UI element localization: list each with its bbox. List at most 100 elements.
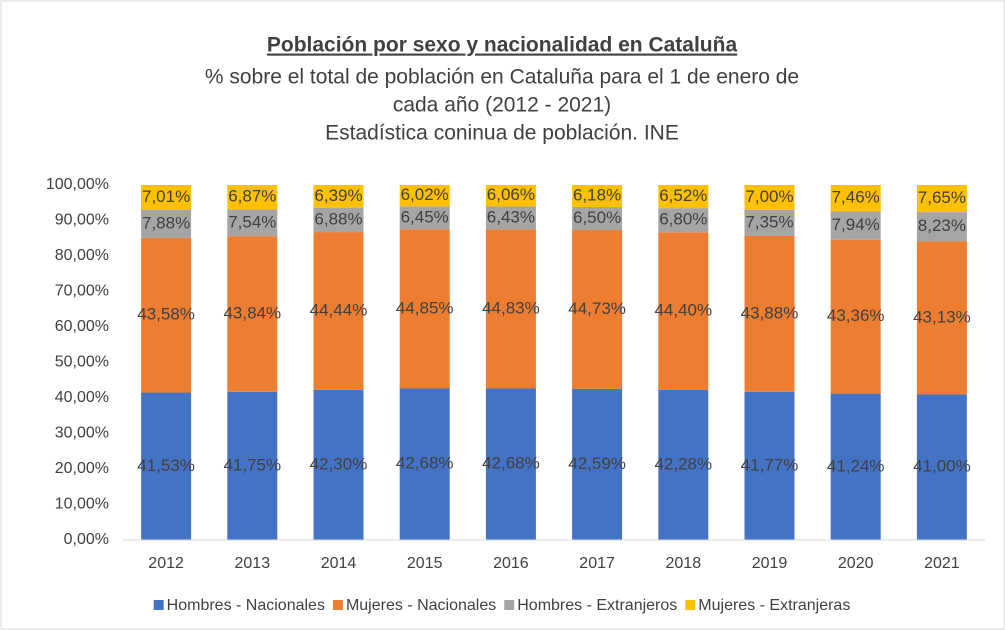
data-label: 6,80% [659,210,707,229]
data-label: 8,23% [918,216,966,235]
data-label: 44,85% [396,298,454,317]
data-label: 44,83% [482,298,540,317]
bar-segment [399,206,450,230]
bar-segment [830,239,881,394]
bar-segment [141,237,192,393]
bar-segment [399,229,450,389]
x-tick-label: 2012 [148,555,184,572]
data-label: 6,43% [487,207,535,226]
bar-segment [485,206,536,230]
x-tick-label: 2013 [235,555,271,572]
bar-segment [141,185,192,210]
data-label: 42,68% [482,454,540,473]
x-tick-label: 2021 [924,555,960,572]
data-label: 42,30% [310,454,368,473]
bar-segment [141,392,192,540]
chart-subtitle: Estadística coninua de población. INE [325,122,679,145]
x-tick-label: 2015 [407,555,443,572]
bar-segment [916,394,967,540]
data-label: 41,75% [223,455,281,474]
legend-label: Mujeres - Extranjeras [698,597,850,614]
data-label: 41,77% [741,455,799,474]
bar-segment [744,209,795,236]
data-label: 43,13% [913,307,971,326]
x-tick-label: 2020 [838,555,874,572]
y-tick-label: 90,00% [55,212,109,229]
data-label: 42,68% [396,454,454,473]
bar-segment [658,232,709,390]
bar-segment [227,185,278,210]
x-tick-label: 2018 [666,555,702,572]
legend-label: Hombres - Nacionales [167,597,325,614]
y-tick-label: 70,00% [55,283,109,300]
data-label: 41,00% [913,457,971,476]
bar-segment [485,185,536,207]
bar-segment [227,209,278,237]
legend-swatch [504,600,515,610]
data-label: 41,24% [827,456,885,475]
bar-segment [485,388,536,540]
chart-title: Población por sexo y nacionalidad en Cat… [267,34,738,57]
bar-segment [572,185,623,207]
y-tick-label: 50,00% [55,354,109,371]
data-label: 44,44% [310,300,368,319]
x-tick-label: 2016 [493,555,529,572]
x-tick-label: 2014 [321,555,357,572]
data-label: 6,45% [401,207,449,226]
y-tick-label: 10,00% [55,496,109,513]
legend-swatch [332,600,343,610]
bar-segment [916,184,967,213]
data-label: 44,40% [654,301,712,320]
bar-segment [227,236,278,392]
data-label: 43,58% [137,305,195,324]
legend-label: Hombres - Extranjeros [517,597,677,614]
data-label: 7,65% [918,188,966,207]
y-tick-label: 40,00% [55,389,109,406]
y-tick-label: 20,00% [55,460,109,477]
bar-segment [399,388,450,540]
data-label: 7,46% [832,188,880,207]
bar-segment [313,207,364,233]
bar-segment [916,241,967,395]
bar-segment [313,232,364,390]
data-label: 6,52% [659,186,707,205]
bar-segment [830,393,881,540]
data-label: 6,18% [573,185,621,204]
bar-segment [572,230,623,389]
bar-segment [313,184,364,208]
x-tick-label: 2017 [579,555,615,572]
bar-segment [572,206,623,231]
data-label: 7,00% [745,187,793,206]
legend-swatch [685,600,696,610]
data-label: 43,88% [741,303,799,322]
data-label: 6,50% [573,208,621,227]
data-label: 42,59% [568,454,626,473]
data-label: 6,88% [314,209,362,228]
y-tick-label: 80,00% [55,247,109,264]
data-label: 43,84% [223,303,281,322]
data-label: 7,94% [832,215,880,234]
data-label: 41,53% [137,456,195,475]
bar-segment [313,389,364,540]
data-label: 6,02% [401,185,449,204]
bar-segment [572,388,623,540]
data-label: 43,36% [827,306,885,325]
y-tick-label: 60,00% [55,318,109,335]
bar-segment [658,208,709,233]
legend-label: Mujeres - Nacionales [346,597,496,614]
bar-segment [485,229,536,389]
data-label: 42,28% [654,454,712,473]
bar-segment [399,185,450,207]
chart-subtitle: cada año (2012 - 2021) [393,94,611,117]
data-label: 7,35% [745,212,793,231]
legend-swatch [153,600,164,610]
bar-segment [744,391,795,540]
bar-segment [141,209,192,238]
data-label: 44,73% [568,299,626,318]
bar-segment [744,185,795,210]
data-label: 6,39% [314,186,362,205]
bar-segment [658,389,709,540]
data-label: 7,54% [228,212,276,231]
bar-segment [744,235,795,392]
